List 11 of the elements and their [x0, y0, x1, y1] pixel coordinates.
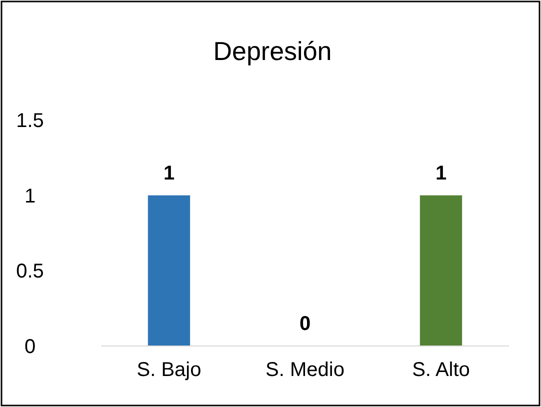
x-tick-label: S. Medio: [266, 359, 344, 381]
data-label: 1: [163, 162, 175, 184]
chart-title: Depresión: [213, 36, 332, 66]
x-tick-label: S. Alto: [412, 359, 470, 381]
data-label: 1: [435, 162, 447, 184]
y-tick-label: 1: [24, 185, 36, 208]
x-tick-label: S. Bajo: [136, 359, 202, 381]
y-tick-label: 0.5: [16, 260, 44, 283]
y-tick-label: 1.5: [16, 110, 44, 132]
y-tick-label: 0: [24, 336, 36, 358]
data-label: 0: [299, 313, 311, 335]
